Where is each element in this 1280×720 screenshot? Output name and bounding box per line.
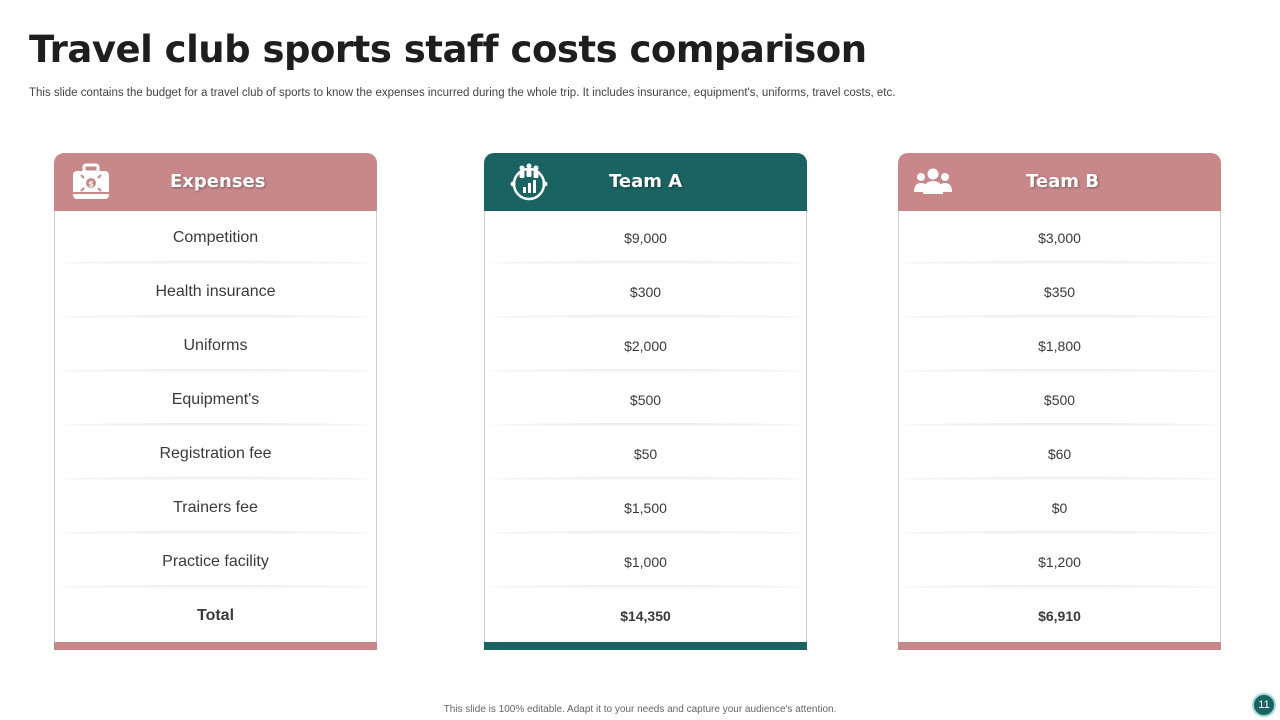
total-row: Total — [196, 607, 235, 624]
team-b-header: Team B — [898, 153, 1221, 213]
team-b-list: $3,000 $350 $1,800 $500 $60 $0 $1,200 $6… — [898, 211, 1221, 642]
table-row: $0 — [899, 481, 1220, 535]
table-row: Practice facility — [55, 535, 376, 589]
team-chart-icon — [508, 162, 550, 202]
team-b-card: Team B $3,000 $350 $1,800 $500 $60 $0 $1… — [898, 153, 1221, 650]
team-a-list: $9,000 $300 $2,000 $500 $50 $1,500 $1,00… — [484, 211, 807, 642]
table-row: Uniforms — [55, 319, 376, 373]
table-row: $1,500 — [485, 481, 806, 535]
expenses-header: $ Expenses — [54, 153, 377, 213]
table-row: $500 — [485, 373, 806, 427]
group-icon — [912, 162, 954, 202]
svg-text:$: $ — [88, 180, 94, 189]
page-number-badge: 11 — [1252, 693, 1276, 717]
total-row: $14,350 — [620, 608, 671, 624]
table-row: Equipment's — [55, 373, 376, 427]
total-row: $6,910 — [1038, 608, 1081, 624]
team-a-header-title: Team A — [609, 171, 683, 192]
table-row: $9,000 — [485, 211, 806, 265]
team-a-footer-bar — [484, 642, 807, 650]
table-row: $1,800 — [899, 319, 1220, 373]
table-row: $350 — [899, 265, 1220, 319]
table-row: Registration fee — [55, 427, 376, 481]
table-row: $3,000 — [899, 211, 1220, 265]
table-row: $300 — [485, 265, 806, 319]
footnote: This slide is 100% editable. Adapt it to… — [443, 704, 837, 715]
table-row: $50 — [485, 427, 806, 481]
team-b-header-title: Team B — [1026, 171, 1099, 192]
slide-title: Travel club sports staff costs compariso… — [29, 28, 867, 71]
table-row: Trainers fee — [55, 481, 376, 535]
expenses-list: Competition Health insurance Uniforms Eq… — [54, 211, 377, 642]
expenses-footer-bar — [54, 642, 377, 650]
table-row: $1,200 — [899, 535, 1220, 589]
table-row: $500 — [899, 373, 1220, 427]
expenses-header-title: Expenses — [170, 171, 266, 192]
briefcase-money-icon: $ — [70, 162, 112, 202]
expenses-card: $ Expenses Competition Health insurance … — [54, 153, 377, 650]
slide-subtitle: This slide contains the budget for a tra… — [29, 87, 896, 99]
table-row: $2,000 — [485, 319, 806, 373]
table-row: $1,000 — [485, 535, 806, 589]
team-a-card: Team A $9,000 $300 $2,000 $500 $50 $1,50… — [484, 153, 807, 650]
team-b-footer-bar — [898, 642, 1221, 650]
table-row: Competition — [55, 211, 376, 265]
table-row: $60 — [899, 427, 1220, 481]
team-a-header: Team A — [484, 153, 807, 213]
table-row: Health insurance — [55, 265, 376, 319]
